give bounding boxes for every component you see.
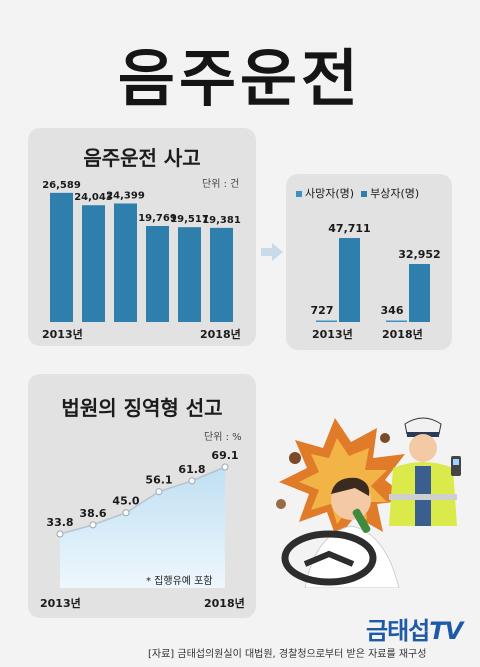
casualty-bar-0-0: [316, 320, 337, 322]
legend: 사망자(명) 부상자(명): [296, 185, 419, 201]
accident-bar-2017: [178, 227, 201, 322]
sentence-label-2014: 38.6: [79, 507, 106, 520]
sentence-line: [59, 466, 226, 535]
accident-label-2016: 19,769: [138, 213, 177, 224]
sentence-point-2018: [221, 463, 229, 471]
legend-swatch-deaths: [296, 191, 302, 197]
main-title: 음주운전: [117, 42, 363, 115]
accident-bar-2016: [146, 225, 169, 322]
accident-label-2015: 24,399: [106, 190, 145, 201]
sentence-point-2015: [122, 509, 130, 517]
casualty-bar-0-1: [386, 320, 407, 322]
accident-bar-2014: [82, 205, 105, 322]
sentences-note: * 집행유예 포함: [146, 576, 213, 587]
casualty-bar-1-1: [409, 264, 430, 322]
accidents-x-end: 2018년: [200, 328, 241, 341]
casualty-label-0-0: 727: [311, 304, 334, 317]
brand-name: 금태섭: [366, 617, 430, 645]
accident-bar-2013: [50, 192, 73, 322]
sentence-label-2016: 56.1: [145, 474, 172, 487]
legend-deaths: 사망자(명): [305, 187, 355, 200]
casualties-chart: 727 47,711 346 32,952: [311, 222, 441, 322]
sentence-label-2018: 69.1: [211, 449, 238, 462]
sentences-x-end: 2018년: [204, 597, 245, 610]
source-note: [자료] 금태섭의원실이 대법원, 경찰청으로부터 받은 자료를 재구성: [148, 649, 427, 660]
sentence-area: [60, 467, 225, 588]
accidents-x-start: 2013년: [42, 328, 83, 341]
accident-label-2017: 19,517: [170, 214, 209, 225]
legend-injuries: 부상자(명): [370, 187, 420, 200]
brand-logo: 금태섭TV: [366, 611, 463, 646]
casualty-label-0-1: 346: [381, 304, 404, 317]
casualty-bar-1-0: [339, 238, 360, 322]
accident-label-2014: 24,043: [74, 192, 113, 203]
sentence-point-2014: [89, 521, 97, 529]
brand-tv: TV: [429, 617, 463, 645]
accident-bar-2018: [210, 227, 233, 322]
accidents-panel: 음주운전 사고 단위 : 건 26,589 24,043 24,399 19,769 1…: [28, 128, 256, 346]
casualties-x-1: 2018년: [382, 328, 423, 341]
legend-swatch-injuries: [361, 191, 368, 197]
accidents-title: 음주운전 사고: [83, 146, 201, 170]
sentence-point-2017: [188, 477, 196, 485]
sentences-panel: 법원의 징역형 선고 단위 : % 33.8 38.6 45.0 56.1 61.8 69…: [28, 374, 256, 618]
steering-wheel-icon: [281, 530, 377, 586]
sentence-label-2013: 33.8: [46, 516, 73, 529]
sentence-point-2016: [155, 488, 163, 496]
sentence-label-2017: 61.8: [178, 463, 205, 476]
casualties-panel: 사망자(명) 부상자(명) 727 47,711 346 32,952 2013년 2…: [286, 174, 452, 350]
sentence-label-2015: 45.0: [112, 495, 139, 508]
accident-label-2018: 19,381: [202, 215, 241, 226]
accident-bar-2015: [114, 203, 137, 322]
sentences-chart: 33.8 38.6 45.0 56.1 61.8 69.1: [46, 449, 239, 588]
sentence-point-2013: [56, 530, 64, 538]
drunk-driving-illustration: [276, 417, 461, 588]
sentences-x-start: 2013년: [40, 597, 81, 610]
police-officer-icon: [389, 417, 461, 526]
sentences-title: 법원의 징역형 선고: [61, 396, 223, 420]
casualty-label-1-0: 47,711: [328, 222, 370, 235]
casualties-x-0: 2013년: [312, 328, 353, 341]
accidents-unit: 단위 : 건: [202, 179, 240, 190]
casualty-label-1-1: 32,952: [398, 248, 440, 261]
arrow-right-icon: [261, 243, 283, 261]
sentences-unit: 단위 : %: [204, 432, 242, 443]
accident-label-2013: 26,589: [42, 180, 81, 191]
